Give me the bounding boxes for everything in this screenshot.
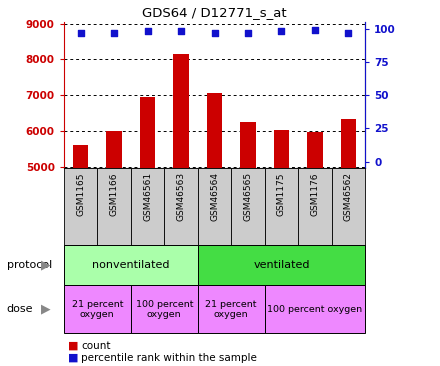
- Text: GSM1175: GSM1175: [277, 172, 286, 216]
- Bar: [140, 97, 155, 168]
- Bar: [298, 168, 332, 245]
- Bar: [97, 168, 131, 245]
- Text: GSM1166: GSM1166: [110, 172, 118, 216]
- Text: 21 percent
oxygen: 21 percent oxygen: [72, 299, 123, 319]
- Text: 21 percent
oxygen: 21 percent oxygen: [205, 299, 257, 319]
- Point: [278, 28, 285, 34]
- Bar: [173, 54, 189, 168]
- Bar: [64, 245, 198, 285]
- Point: [345, 30, 352, 36]
- Point: [110, 30, 117, 36]
- Text: protocol: protocol: [7, 260, 52, 270]
- Text: GSM1176: GSM1176: [311, 172, 319, 216]
- Text: nonventilated: nonventilated: [92, 260, 169, 270]
- Bar: [198, 285, 265, 333]
- Text: 100 percent
oxygen: 100 percent oxygen: [136, 299, 193, 319]
- Text: percentile rank within the sample: percentile rank within the sample: [81, 353, 257, 363]
- Point: [211, 30, 218, 36]
- Bar: [332, 168, 365, 245]
- Text: dose: dose: [7, 304, 33, 314]
- Bar: [207, 93, 222, 168]
- Bar: [64, 168, 97, 245]
- Text: ■: ■: [68, 341, 79, 351]
- Bar: [198, 245, 365, 285]
- Text: ■: ■: [68, 353, 79, 363]
- Bar: [164, 168, 198, 245]
- Bar: [198, 168, 231, 245]
- Bar: [265, 285, 365, 333]
- Text: GSM46565: GSM46565: [243, 172, 253, 221]
- Text: GSM46564: GSM46564: [210, 172, 219, 221]
- Bar: [240, 122, 256, 168]
- Point: [77, 30, 84, 36]
- Text: ▶: ▶: [41, 259, 51, 272]
- Bar: [265, 168, 298, 245]
- Text: ventilated: ventilated: [253, 260, 310, 270]
- Text: GSM1165: GSM1165: [76, 172, 85, 216]
- Text: ▶: ▶: [41, 303, 51, 316]
- Bar: [231, 168, 265, 245]
- Point: [245, 30, 252, 36]
- Point: [312, 27, 319, 33]
- Point: [144, 28, 151, 34]
- Text: GSM46562: GSM46562: [344, 172, 353, 221]
- Bar: [131, 168, 164, 245]
- Text: 100 percent oxygen: 100 percent oxygen: [268, 305, 363, 314]
- Bar: [274, 130, 289, 168]
- Text: count: count: [81, 341, 111, 351]
- Bar: [106, 131, 121, 168]
- Point: [177, 28, 184, 34]
- Text: GSM46563: GSM46563: [176, 172, 186, 221]
- Bar: [73, 145, 88, 168]
- Bar: [341, 119, 356, 168]
- Bar: [308, 132, 323, 168]
- Title: GDS64 / D12771_s_at: GDS64 / D12771_s_at: [142, 6, 287, 19]
- Bar: [131, 285, 198, 333]
- Bar: [64, 285, 131, 333]
- Text: GSM46561: GSM46561: [143, 172, 152, 221]
